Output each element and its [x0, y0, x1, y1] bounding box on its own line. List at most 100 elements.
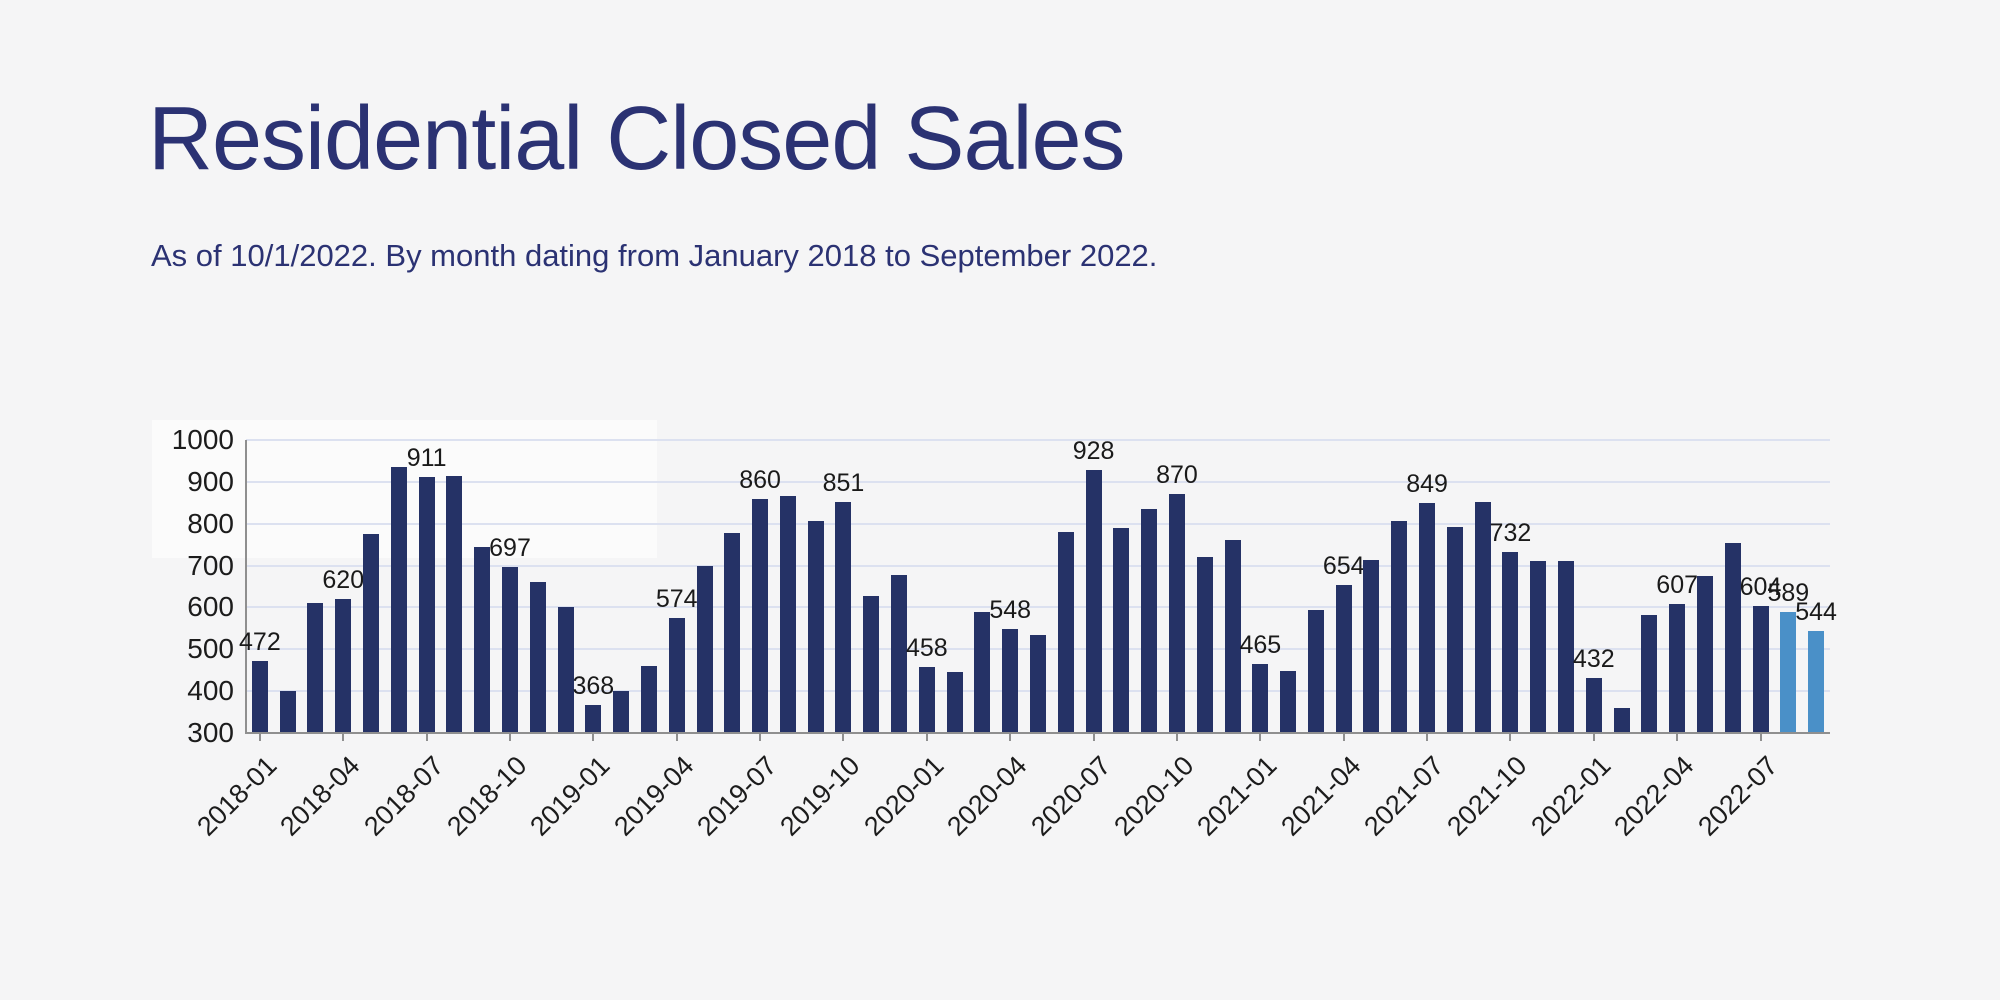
y-axis	[245, 440, 247, 733]
value-label-2018-10: 697	[489, 533, 531, 562]
bar-2018-09[interactable]	[474, 546, 491, 732]
bar-2021-01[interactable]	[1252, 663, 1269, 732]
bar-2018-11[interactable]	[529, 582, 546, 732]
bar-2019-10[interactable]	[835, 502, 852, 732]
x-tick-2021-04	[1342, 733, 1345, 741]
bar-2019-03[interactable]	[640, 666, 657, 732]
bar-2021-05[interactable]	[1363, 560, 1380, 732]
bar-2020-07[interactable]	[1085, 470, 1102, 732]
x-tick-2020-07	[1092, 733, 1095, 741]
bar-2021-03[interactable]	[1307, 609, 1324, 732]
y-axis-label-700: 700	[187, 549, 234, 581]
bar-2021-07[interactable]	[1419, 503, 1436, 732]
y-axis-label-1000: 1000	[171, 424, 234, 455]
bar-2019-06[interactable]	[724, 532, 741, 732]
page-subtitle: As of 10/1/2022. By month dating from Ja…	[151, 238, 1158, 273]
bar-2018-02[interactable]	[279, 691, 296, 732]
bar-2020-12[interactable]	[1224, 540, 1241, 732]
x-tick-2021-10	[1509, 733, 1512, 741]
bar-2022-06[interactable]	[1724, 542, 1741, 732]
bar-2019-11[interactable]	[863, 596, 880, 732]
gridline-800	[246, 522, 1830, 525]
bar-2021-11[interactable]	[1530, 560, 1547, 732]
bar-2018-10[interactable]	[502, 566, 518, 732]
gridline-1000	[246, 439, 1830, 441]
bar-2021-06[interactable]	[1391, 521, 1408, 732]
bar-2022-09[interactable]	[1808, 630, 1825, 732]
bar-2019-07[interactable]	[752, 498, 769, 732]
bar-2022-01[interactable]	[1585, 677, 1602, 732]
bar-2022-07[interactable]	[1752, 605, 1769, 732]
bar-2021-02[interactable]	[1280, 671, 1297, 732]
bar-2020-01[interactable]	[918, 666, 935, 732]
bar-2020-08[interactable]	[1113, 527, 1130, 732]
bar-2020-11[interactable]	[1196, 556, 1213, 732]
bar-2018-04[interactable]	[335, 599, 352, 732]
bar-2018-03[interactable]	[307, 603, 324, 732]
value-label-2022-07: 604	[1739, 572, 1782, 601]
bar-2018-12[interactable]	[557, 607, 574, 732]
x-tick-2018-04	[342, 733, 345, 741]
bar-2022-05[interactable]	[1696, 575, 1713, 732]
bar-2022-08[interactable]	[1780, 612, 1797, 732]
bar-2021-12[interactable]	[1558, 560, 1574, 732]
value-label-2018-04: 620	[322, 566, 365, 595]
x-tick-2019-01	[592, 733, 595, 741]
x-tick-2020-10	[1175, 733, 1178, 741]
bar-2018-08[interactable]	[446, 476, 463, 732]
bar-2020-10[interactable]	[1168, 494, 1185, 732]
value-label-2020-07: 928	[1072, 437, 1115, 466]
bar-2019-08[interactable]	[779, 496, 796, 732]
bar-2020-04[interactable]	[1002, 629, 1019, 732]
y-axis-label-300: 300	[187, 717, 234, 748]
value-label-2019-01: 368	[572, 671, 615, 700]
bar-2020-06[interactable]	[1057, 532, 1074, 732]
bar-2022-04[interactable]	[1669, 604, 1686, 732]
bar-2020-09[interactable]	[1141, 509, 1158, 732]
value-label-2022-08: 589	[1767, 579, 1810, 608]
value-label-2019-04: 574	[655, 585, 698, 614]
x-tick-2021-01	[1259, 733, 1262, 741]
value-label-2021-04: 654	[1322, 551, 1365, 580]
bar-2020-02[interactable]	[946, 672, 963, 732]
bar-2022-02[interactable]	[1613, 707, 1630, 732]
value-label-2019-10: 851	[822, 469, 865, 498]
x-tick-2018-10	[509, 733, 511, 741]
value-label-2022-01: 432	[1572, 644, 1615, 673]
gridline-600	[246, 606, 1830, 609]
bar-2019-09[interactable]	[807, 521, 824, 732]
bar-2019-05[interactable]	[696, 566, 713, 732]
x-tick-2021-07	[1426, 733, 1429, 741]
bar-2021-08[interactable]	[1446, 526, 1463, 732]
x-tick-2018-07	[425, 733, 428, 741]
value-label-2021-10: 732	[1489, 519, 1532, 548]
x-tick-2019-10	[842, 733, 845, 741]
bar-2020-05[interactable]	[1030, 634, 1046, 732]
bar-2022-03[interactable]	[1641, 614, 1658, 732]
x-tick-2018-01	[258, 733, 261, 741]
x-tick-2020-01	[925, 733, 928, 741]
value-label-2018-07: 911	[406, 444, 447, 473]
bar-2020-03[interactable]	[974, 611, 991, 732]
value-label-2021-01: 465	[1239, 630, 1282, 659]
bar-2019-01[interactable]	[585, 704, 602, 732]
value-label-2018-01: 472	[239, 628, 281, 656]
bar-2021-10[interactable]	[1502, 552, 1519, 732]
bar-2021-09[interactable]	[1474, 502, 1491, 732]
bar-2018-05[interactable]	[363, 534, 380, 732]
gridline-700	[246, 564, 1830, 567]
x-axis	[245, 732, 1830, 734]
y-axis-label-500: 500	[187, 633, 234, 665]
bar-2021-04[interactable]	[1335, 584, 1352, 732]
bar-2018-07[interactable]	[418, 477, 435, 732]
y-axis-label-400: 400	[187, 675, 234, 707]
y-axis-label-900: 900	[187, 465, 234, 497]
bar-2019-04[interactable]	[668, 618, 685, 732]
value-label-2020-04: 548	[989, 596, 1032, 625]
bar-2019-12[interactable]	[891, 575, 908, 732]
bar-2018-06[interactable]	[390, 467, 407, 732]
bar-2018-01[interactable]	[251, 661, 268, 732]
bar-2019-02[interactable]	[613, 691, 630, 732]
